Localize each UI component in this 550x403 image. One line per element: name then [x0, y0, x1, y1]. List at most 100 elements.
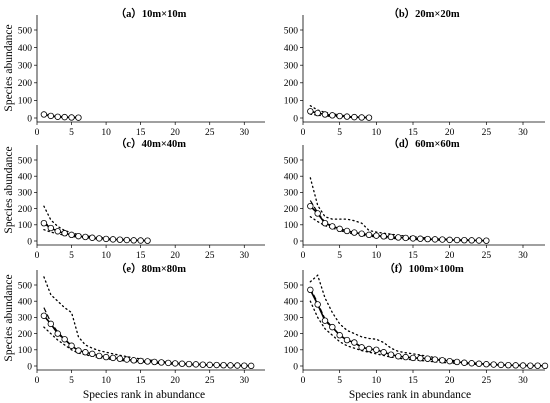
x-tick-label: 5	[69, 376, 74, 386]
x-tick-label: 25	[482, 251, 492, 261]
observed-point	[206, 361, 213, 369]
observed-point	[343, 227, 351, 235]
x-tick-label: 5	[69, 251, 74, 261]
observed-point	[68, 342, 75, 349]
x-tick-label: 20	[445, 251, 455, 261]
series-upper-line	[43, 205, 149, 242]
y-axis-title-row2: Species abundance	[3, 146, 15, 233]
observed-point	[505, 361, 512, 369]
observed-point	[446, 236, 453, 244]
x-tick-label: 10	[101, 251, 111, 261]
observed-point	[439, 236, 446, 243]
observed-point	[519, 362, 527, 369]
observed-point	[47, 320, 55, 328]
y-tick-label: 100	[284, 346, 299, 356]
y-tick-label: 100	[18, 97, 33, 107]
series-observed-line	[43, 222, 148, 242]
observed-point	[213, 361, 220, 369]
y-tick-label: 0	[27, 362, 32, 372]
observed-point	[439, 357, 446, 364]
x-tick-label: 20	[170, 251, 180, 261]
observed-point	[512, 362, 519, 369]
observed-point	[199, 361, 207, 368]
observed-point	[358, 230, 365, 237]
observed-point	[387, 233, 395, 241]
observed-point	[461, 359, 468, 366]
observed-point	[307, 286, 314, 294]
observed-point	[380, 233, 387, 240]
observed-point	[54, 113, 61, 120]
observed-point	[475, 237, 483, 244]
panel-title-f: （f）100m×100m	[384, 262, 464, 275]
y-tick-label: 200	[18, 330, 33, 340]
observed-point	[351, 229, 358, 236]
x-tick-label: 10	[372, 251, 382, 261]
y-tick-label: 400	[284, 173, 299, 183]
observed-point	[68, 114, 75, 121]
observed-point	[358, 344, 365, 351]
observed-point	[321, 219, 329, 227]
observed-point	[102, 235, 110, 243]
x-tick-label: 0	[301, 128, 306, 138]
x-tick-label: 0	[35, 376, 40, 386]
y-tick-label: 400	[18, 44, 33, 54]
observed-point	[54, 228, 61, 235]
observed-point	[47, 112, 55, 120]
x-tick-label: 10	[101, 128, 111, 138]
series-upper-line	[309, 177, 487, 242]
panel-title-a: （a）10m×10m	[116, 7, 187, 20]
observed-point	[137, 237, 144, 244]
observed-point	[123, 356, 131, 363]
observed-point	[61, 336, 68, 343]
observed-point	[165, 359, 172, 367]
observed-point	[417, 355, 424, 362]
observed-point	[534, 362, 541, 369]
x-tick-label: 0	[301, 376, 306, 386]
observed-point	[40, 111, 48, 118]
observed-point	[468, 237, 475, 244]
observed-point	[336, 332, 343, 339]
y-tick-label: 500	[18, 156, 33, 166]
x-tick-label: 30	[518, 128, 528, 138]
y-tick-label: 400	[18, 298, 33, 308]
observed-point	[321, 111, 329, 118]
x-tick-label: 25	[482, 128, 492, 138]
y-tick-label: 400	[284, 44, 299, 54]
observed-point	[116, 236, 124, 243]
observed-point	[116, 355, 124, 362]
x-tick-label: 30	[518, 251, 528, 261]
observed-point	[329, 112, 336, 119]
observed-point	[109, 236, 117, 243]
y-axis-title-row1: Species abundance	[3, 24, 15, 111]
y-tick-label: 100	[18, 346, 33, 356]
panel-title-d: （d）60m×60m	[388, 137, 460, 150]
observed-point	[40, 312, 48, 319]
observed-point	[387, 351, 395, 358]
observed-point	[483, 361, 490, 368]
observed-point	[527, 362, 534, 369]
series-middle-line	[309, 287, 546, 367]
y-tick-label: 400	[284, 298, 299, 308]
observed-point	[89, 234, 96, 241]
observed-point	[321, 317, 329, 324]
observed-point	[541, 362, 549, 370]
x-tick-label: 30	[240, 251, 250, 261]
x-tick-label: 15	[408, 128, 418, 138]
y-tick-label: 0	[27, 114, 32, 124]
observed-point	[395, 234, 402, 241]
observed-point	[137, 357, 144, 365]
y-tick-label: 200	[284, 79, 299, 89]
observed-point	[475, 360, 483, 367]
observed-point	[373, 232, 380, 239]
observed-point	[446, 357, 453, 365]
x-tick-label: 0	[35, 251, 40, 261]
observed-point	[351, 339, 358, 346]
x-tick-label: 30	[240, 376, 250, 386]
x-tick-label: 5	[337, 251, 342, 261]
x-axis-title-left: Species rank in abundance	[83, 389, 205, 401]
